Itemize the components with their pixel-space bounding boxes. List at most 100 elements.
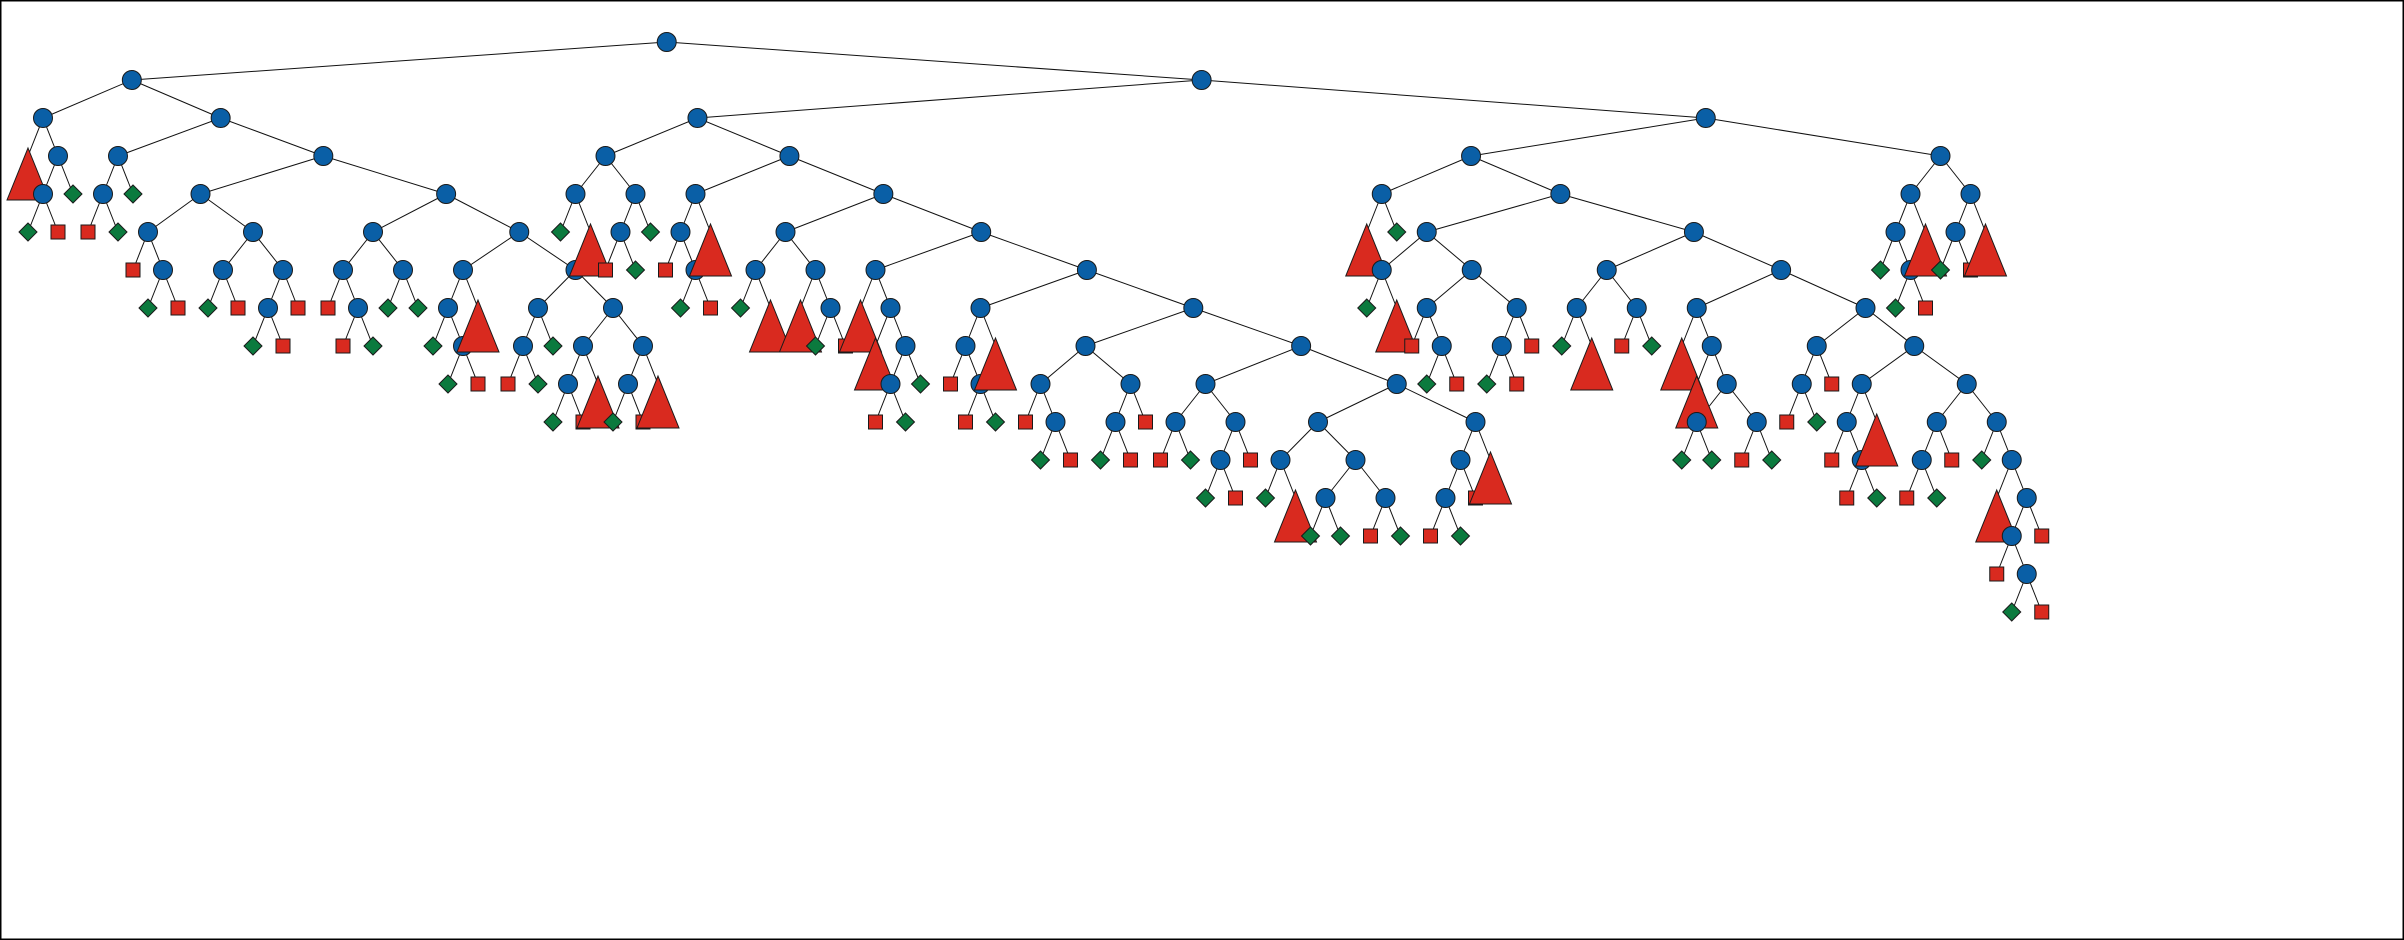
collapsed-subtree-triangle[interactable]	[973, 336, 1018, 391]
inner-node[interactable]	[2016, 564, 2037, 584]
inner-node[interactable]	[1771, 260, 1792, 280]
leaf-green-diamond[interactable]	[1450, 526, 1471, 546]
inner-node[interactable]	[1345, 450, 1366, 470]
leaf-green-diamond[interactable]	[18, 222, 38, 242]
inner-node[interactable]	[1960, 184, 1981, 204]
leaf-red-square[interactable]	[1123, 452, 1138, 468]
inner-node[interactable]	[687, 108, 708, 128]
inner-node[interactable]	[820, 298, 841, 318]
inner-node[interactable]	[1291, 336, 1312, 356]
leaf-red-square[interactable]	[958, 414, 973, 430]
inner-node[interactable]	[1686, 412, 1707, 432]
inner-node[interactable]	[2001, 526, 2022, 546]
collapsed-subtree-triangle[interactable]	[1660, 336, 1704, 391]
inner-node[interactable]	[865, 260, 886, 280]
leaf-red-square[interactable]	[943, 376, 958, 392]
inner-node[interactable]	[633, 336, 653, 356]
inner-node[interactable]	[243, 222, 263, 242]
inner-node[interactable]	[1855, 298, 1876, 318]
inner-node[interactable]	[1308, 412, 1328, 432]
collapsed-subtree-triangle[interactable]	[1570, 336, 1614, 391]
leaf-green-diamond[interactable]	[408, 298, 428, 318]
inner-node[interactable]	[190, 184, 211, 204]
inner-node[interactable]	[1596, 260, 1617, 280]
inner-node[interactable]	[33, 108, 53, 128]
inner-node[interactable]	[393, 260, 413, 280]
inner-node[interactable]	[333, 260, 353, 280]
inner-node[interactable]	[1926, 412, 1947, 432]
inner-node[interactable]	[1461, 146, 1482, 166]
inner-node[interactable]	[1416, 298, 1437, 318]
inner-node[interactable]	[438, 298, 458, 318]
leaf-green-diamond[interactable]	[1477, 374, 1497, 394]
inner-node[interactable]	[1030, 374, 1051, 394]
inner-node[interactable]	[33, 184, 53, 204]
inner-node[interactable]	[1885, 222, 1906, 242]
inner-node[interactable]	[1686, 298, 1707, 318]
leaf-red-square[interactable]	[335, 338, 351, 354]
inner-node[interactable]	[1450, 450, 1471, 470]
leaf-green-diamond[interactable]	[438, 374, 458, 394]
leaf-green-diamond[interactable]	[730, 298, 751, 318]
inner-node[interactable]	[363, 222, 383, 242]
inner-node[interactable]	[1045, 412, 1066, 432]
collapsed-subtree-triangle[interactable]	[1273, 488, 1318, 543]
inner-node[interactable]	[1695, 108, 1716, 128]
inner-node[interactable]	[436, 184, 457, 204]
leaf-red-square[interactable]	[50, 224, 66, 240]
inner-node[interactable]	[1806, 336, 1827, 356]
leaf-green-diamond[interactable]	[1030, 450, 1051, 470]
leaf-green-diamond[interactable]	[1330, 526, 1351, 546]
inner-node[interactable]	[2016, 488, 2037, 508]
inner-node[interactable]	[1270, 450, 1291, 470]
inner-node[interactable]	[108, 146, 128, 166]
inner-node[interactable]	[1836, 412, 1857, 432]
leaf-red-square[interactable]	[703, 300, 718, 316]
leaf-green-diamond[interactable]	[1090, 450, 1111, 470]
leaf-green-diamond[interactable]	[1870, 260, 1891, 280]
inner-node[interactable]	[1315, 488, 1336, 508]
inner-node[interactable]	[513, 336, 533, 356]
leaf-red-square[interactable]	[1018, 414, 1033, 430]
leaf-red-square[interactable]	[1524, 338, 1540, 354]
inner-node[interactable]	[565, 184, 586, 204]
leaf-green-diamond[interactable]	[543, 336, 563, 356]
inner-node[interactable]	[1900, 184, 1921, 204]
inner-node[interactable]	[1431, 336, 1452, 356]
leaf-green-diamond[interactable]	[63, 184, 83, 204]
inner-node[interactable]	[1375, 488, 1396, 508]
leaf-green-diamond[interactable]	[1807, 412, 1827, 432]
leaf-green-diamond[interactable]	[1702, 450, 1722, 470]
inner-node[interactable]	[880, 298, 901, 318]
inner-node[interactable]	[121, 70, 142, 90]
leaf-green-diamond[interactable]	[1885, 298, 1906, 318]
leaf-green-diamond[interactable]	[1387, 222, 1407, 242]
inner-node[interactable]	[1371, 184, 1392, 204]
inner-node[interactable]	[210, 108, 231, 128]
inner-node[interactable]	[1851, 374, 1872, 394]
inner-node[interactable]	[1465, 412, 1486, 432]
collapsed-subtree-triangle[interactable]	[636, 374, 680, 429]
inner-node[interactable]	[880, 374, 901, 394]
leaf-green-diamond[interactable]	[1180, 450, 1201, 470]
leaf-red-square[interactable]	[1944, 452, 1960, 468]
inner-node[interactable]	[656, 32, 677, 52]
leaf-green-diamond[interactable]	[1255, 488, 1276, 508]
inner-node[interactable]	[573, 336, 593, 356]
leaf-red-square[interactable]	[500, 376, 516, 392]
inner-node[interactable]	[273, 260, 293, 280]
leaf-green-diamond[interactable]	[423, 336, 443, 356]
leaf-green-diamond[interactable]	[543, 412, 563, 432]
leaf-green-diamond[interactable]	[1762, 450, 1782, 470]
inner-node[interactable]	[348, 298, 368, 318]
leaf-green-diamond[interactable]	[138, 298, 158, 318]
collapsed-subtree-triangle[interactable]	[1855, 412, 1899, 467]
leaf-red-square[interactable]	[125, 262, 141, 278]
leaf-red-square[interactable]	[1779, 414, 1795, 430]
inner-node[interactable]	[1120, 374, 1141, 394]
inner-node[interactable]	[1956, 374, 1977, 394]
inner-node[interactable]	[48, 146, 68, 166]
collapsed-subtree-triangle[interactable]	[1903, 222, 1948, 277]
inner-node[interactable]	[1626, 298, 1647, 318]
leaf-green-diamond[interactable]	[805, 336, 826, 356]
